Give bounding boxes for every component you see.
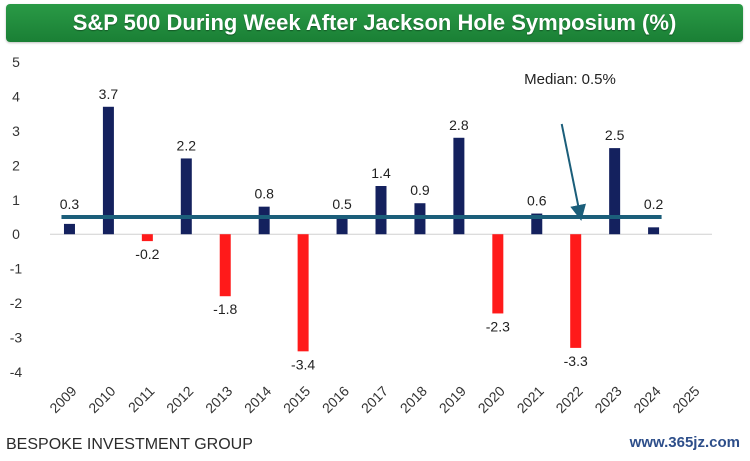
data-label: -3.4: [291, 356, 315, 372]
source-footer: BESPOKE INVESTMENT GROUP: [6, 436, 253, 453]
data-label: -2.3: [486, 318, 510, 334]
x-tick-label: 2020: [475, 383, 508, 416]
chart-title-bar: S&P 500 During Week After Jackson Hole S…: [6, 4, 743, 42]
x-tick-label: 2019: [436, 383, 469, 416]
bar: [297, 234, 309, 352]
data-label: 1.4: [371, 165, 391, 181]
data-label: 0.9: [410, 182, 430, 198]
y-tick-label: 3: [12, 123, 20, 139]
data-label: 0.6: [527, 193, 547, 209]
bar: [258, 206, 270, 235]
x-tick-label: 2022: [552, 383, 585, 416]
data-label: 3.7: [99, 86, 119, 102]
data-label: 0.5: [332, 196, 352, 212]
y-tick-label: -2: [10, 295, 23, 311]
x-tick-label: 2024: [630, 383, 663, 416]
x-tick-label: 2014: [241, 383, 274, 416]
y-tick-label: 5: [12, 54, 20, 70]
bar: [531, 213, 543, 235]
bar: [648, 227, 660, 235]
watermark: www.365jz.com: [629, 434, 740, 451]
y-tick-label: 4: [12, 88, 20, 104]
x-tick-label: 2023: [591, 383, 624, 416]
bar: [492, 234, 504, 314]
y-tick-label: -1: [10, 261, 23, 277]
bar: [63, 223, 75, 235]
chart-title: S&P 500 During Week After Jackson Hole S…: [72, 10, 677, 35]
bar: [570, 234, 582, 348]
data-label: 2.2: [177, 137, 197, 153]
data-label: 0.2: [644, 196, 664, 212]
x-tick-label: 2013: [202, 383, 235, 416]
x-tick-label: 2012: [163, 383, 196, 416]
x-tick-label: 2010: [85, 383, 118, 416]
bar: [180, 158, 192, 235]
median-label: Median: 0.5%: [524, 71, 616, 88]
x-tick-label: 2017: [358, 383, 391, 416]
x-tick-label: 2009: [46, 383, 79, 416]
y-tick-label: 0: [12, 226, 20, 242]
data-label: 2.8: [449, 117, 469, 133]
bar: [141, 234, 153, 242]
data-label: 2.5: [605, 127, 625, 143]
data-label: 0.8: [254, 186, 274, 202]
data-label: -0.2: [135, 246, 159, 262]
bar: [453, 137, 465, 235]
bar: [102, 106, 114, 235]
x-tick-label: 2015: [280, 383, 313, 416]
bar: [609, 148, 621, 235]
data-label: 0.3: [60, 196, 80, 212]
y-tick-label: -3: [10, 330, 23, 346]
bar: [219, 234, 231, 297]
x-tick-label: 2018: [397, 383, 430, 416]
y-tick-label: -4: [10, 364, 23, 380]
bar: [336, 217, 348, 235]
x-tick-label: 2025: [669, 383, 702, 416]
x-tick-label: 2021: [514, 383, 547, 416]
median-arrow: [560, 123, 586, 221]
data-label: -1.8: [213, 301, 237, 317]
bar: [375, 186, 387, 235]
x-tick-label: 2011: [125, 383, 158, 416]
y-tick-label: 1: [12, 192, 20, 208]
y-tick-label: 2: [12, 157, 20, 173]
data-label: -3.3: [564, 353, 588, 369]
x-tick-label: 2016: [319, 383, 352, 416]
